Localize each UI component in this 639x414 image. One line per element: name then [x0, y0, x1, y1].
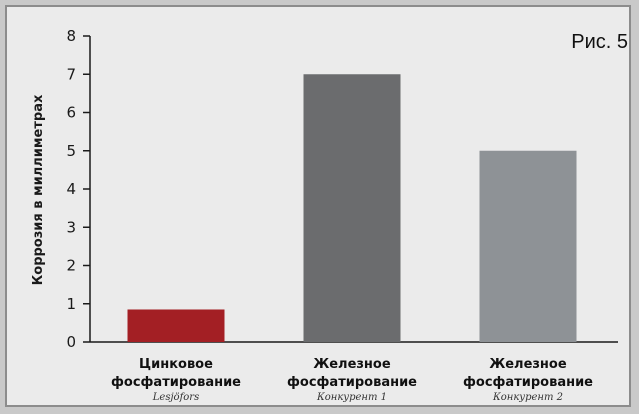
y-tick-label: 2 — [66, 257, 76, 275]
x-category-label-line2: фосфатирование — [111, 375, 241, 390]
x-category-label-line2: фосфатирование — [287, 375, 417, 390]
x-category-label-line2: фосфатирование — [463, 375, 593, 390]
y-axis-label: Коррозия в миллиметрах — [31, 94, 46, 285]
bar-1 — [127, 309, 225, 342]
y-tick-label: 3 — [66, 218, 76, 236]
bars — [127, 74, 577, 342]
y-tick-label: 8 — [66, 27, 76, 45]
y-tick-label: 4 — [66, 180, 76, 198]
y-tick-label: 7 — [66, 65, 76, 83]
x-category-sublabel: Конкурент 1 — [316, 392, 387, 403]
y-tick-label: 1 — [66, 295, 76, 313]
y-tick-label: 6 — [66, 104, 76, 122]
x-category-label-line1: Цинковое — [139, 357, 213, 372]
x-category-labels: Цинковое фосфатирование Lesjöfors Железное ф… — [111, 357, 593, 403]
x-category-sublabel: Lesjöfors — [152, 392, 199, 403]
x-category-sublabel: Конкурент 2 — [492, 392, 563, 403]
y-tick-label: 5 — [66, 142, 76, 160]
x-category-label-line1: Железное — [489, 357, 567, 372]
bar-3 — [479, 150, 577, 342]
y-tick-label: 0 — [66, 333, 76, 351]
figure-label: Рис. 5 — [571, 31, 628, 53]
x-category-label-line1: Железное — [313, 357, 391, 372]
y-ticks: 0 1 2 3 4 5 6 7 8 — [66, 27, 90, 351]
bar-2 — [303, 74, 401, 342]
